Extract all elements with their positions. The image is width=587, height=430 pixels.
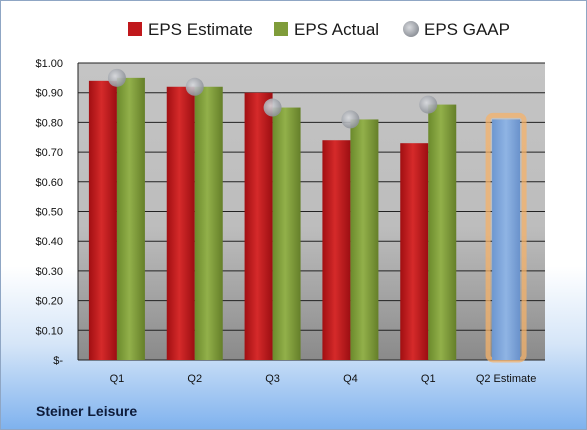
- y-tick-label: $1.00: [35, 58, 63, 70]
- legend-swatch: [274, 22, 288, 36]
- y-tick-label: $0.70: [35, 147, 63, 159]
- y-tick-label: $0.80: [35, 117, 63, 129]
- x-tick-label: Q3: [265, 373, 280, 385]
- y-tick-label: $0.50: [35, 207, 63, 219]
- bar-eps-estimate: [166, 86, 195, 360]
- bar-eps-actual: [194, 86, 223, 360]
- legend-label: EPS GAAP: [424, 20, 510, 39]
- bar-eps-actual: [116, 77, 145, 360]
- gaap-marker: [419, 95, 438, 114]
- chart-legend: EPS Estimate EPS Actual EPS GAAP: [128, 20, 510, 39]
- gridlines: [77, 62, 545, 361]
- bar-eps-estimate: [244, 92, 273, 360]
- x-axis-tick-labels: Q1 Q2 Q3 Q4 Q1 Q2 Estimate: [110, 373, 537, 385]
- y-tick-label: $0.40: [35, 236, 63, 248]
- y-tick-label: $0.30: [35, 266, 63, 278]
- bar-eps-actual: [272, 107, 301, 360]
- gaap-marker: [263, 98, 282, 117]
- x-tick-label: Q4: [343, 373, 358, 385]
- gaap-marker: [341, 110, 360, 129]
- bar-eps-estimate: [88, 80, 117, 360]
- y-tick-label: $0.60: [35, 177, 63, 189]
- legend-swatch: [128, 22, 142, 36]
- x-tick-label: Q2: [187, 373, 202, 385]
- legend-swatch: [403, 21, 419, 37]
- legend-label: EPS Estimate: [148, 20, 253, 39]
- gaap-markers: [107, 68, 438, 129]
- x-tick-label: Q1: [421, 373, 436, 385]
- bar-eps-estimate: [400, 143, 429, 360]
- bar-series: [88, 77, 527, 363]
- y-tick-label: $0.20: [35, 296, 63, 308]
- y-tick-label: $0.10: [35, 325, 63, 337]
- x-tick-label: Q2 Estimate: [476, 373, 537, 385]
- y-tick-label: $0.90: [35, 88, 63, 100]
- gaap-marker: [185, 77, 204, 96]
- y-tick-label: $-: [53, 355, 63, 367]
- x-tick-label: Q1: [110, 373, 125, 385]
- bar-q2-estimate: [492, 119, 521, 361]
- bar-eps-estimate: [322, 140, 351, 360]
- legend-label: EPS Actual: [294, 20, 379, 39]
- gaap-marker: [107, 68, 126, 87]
- company-name: Steiner Leisure: [36, 403, 138, 419]
- y-axis-tick-labels: $- $0.10 $0.20 $0.30 $0.40 $0.50 $0.60 $0.70 $0.…: [35, 58, 63, 367]
- bar-eps-actual: [350, 119, 379, 361]
- bar-eps-actual: [428, 104, 457, 360]
